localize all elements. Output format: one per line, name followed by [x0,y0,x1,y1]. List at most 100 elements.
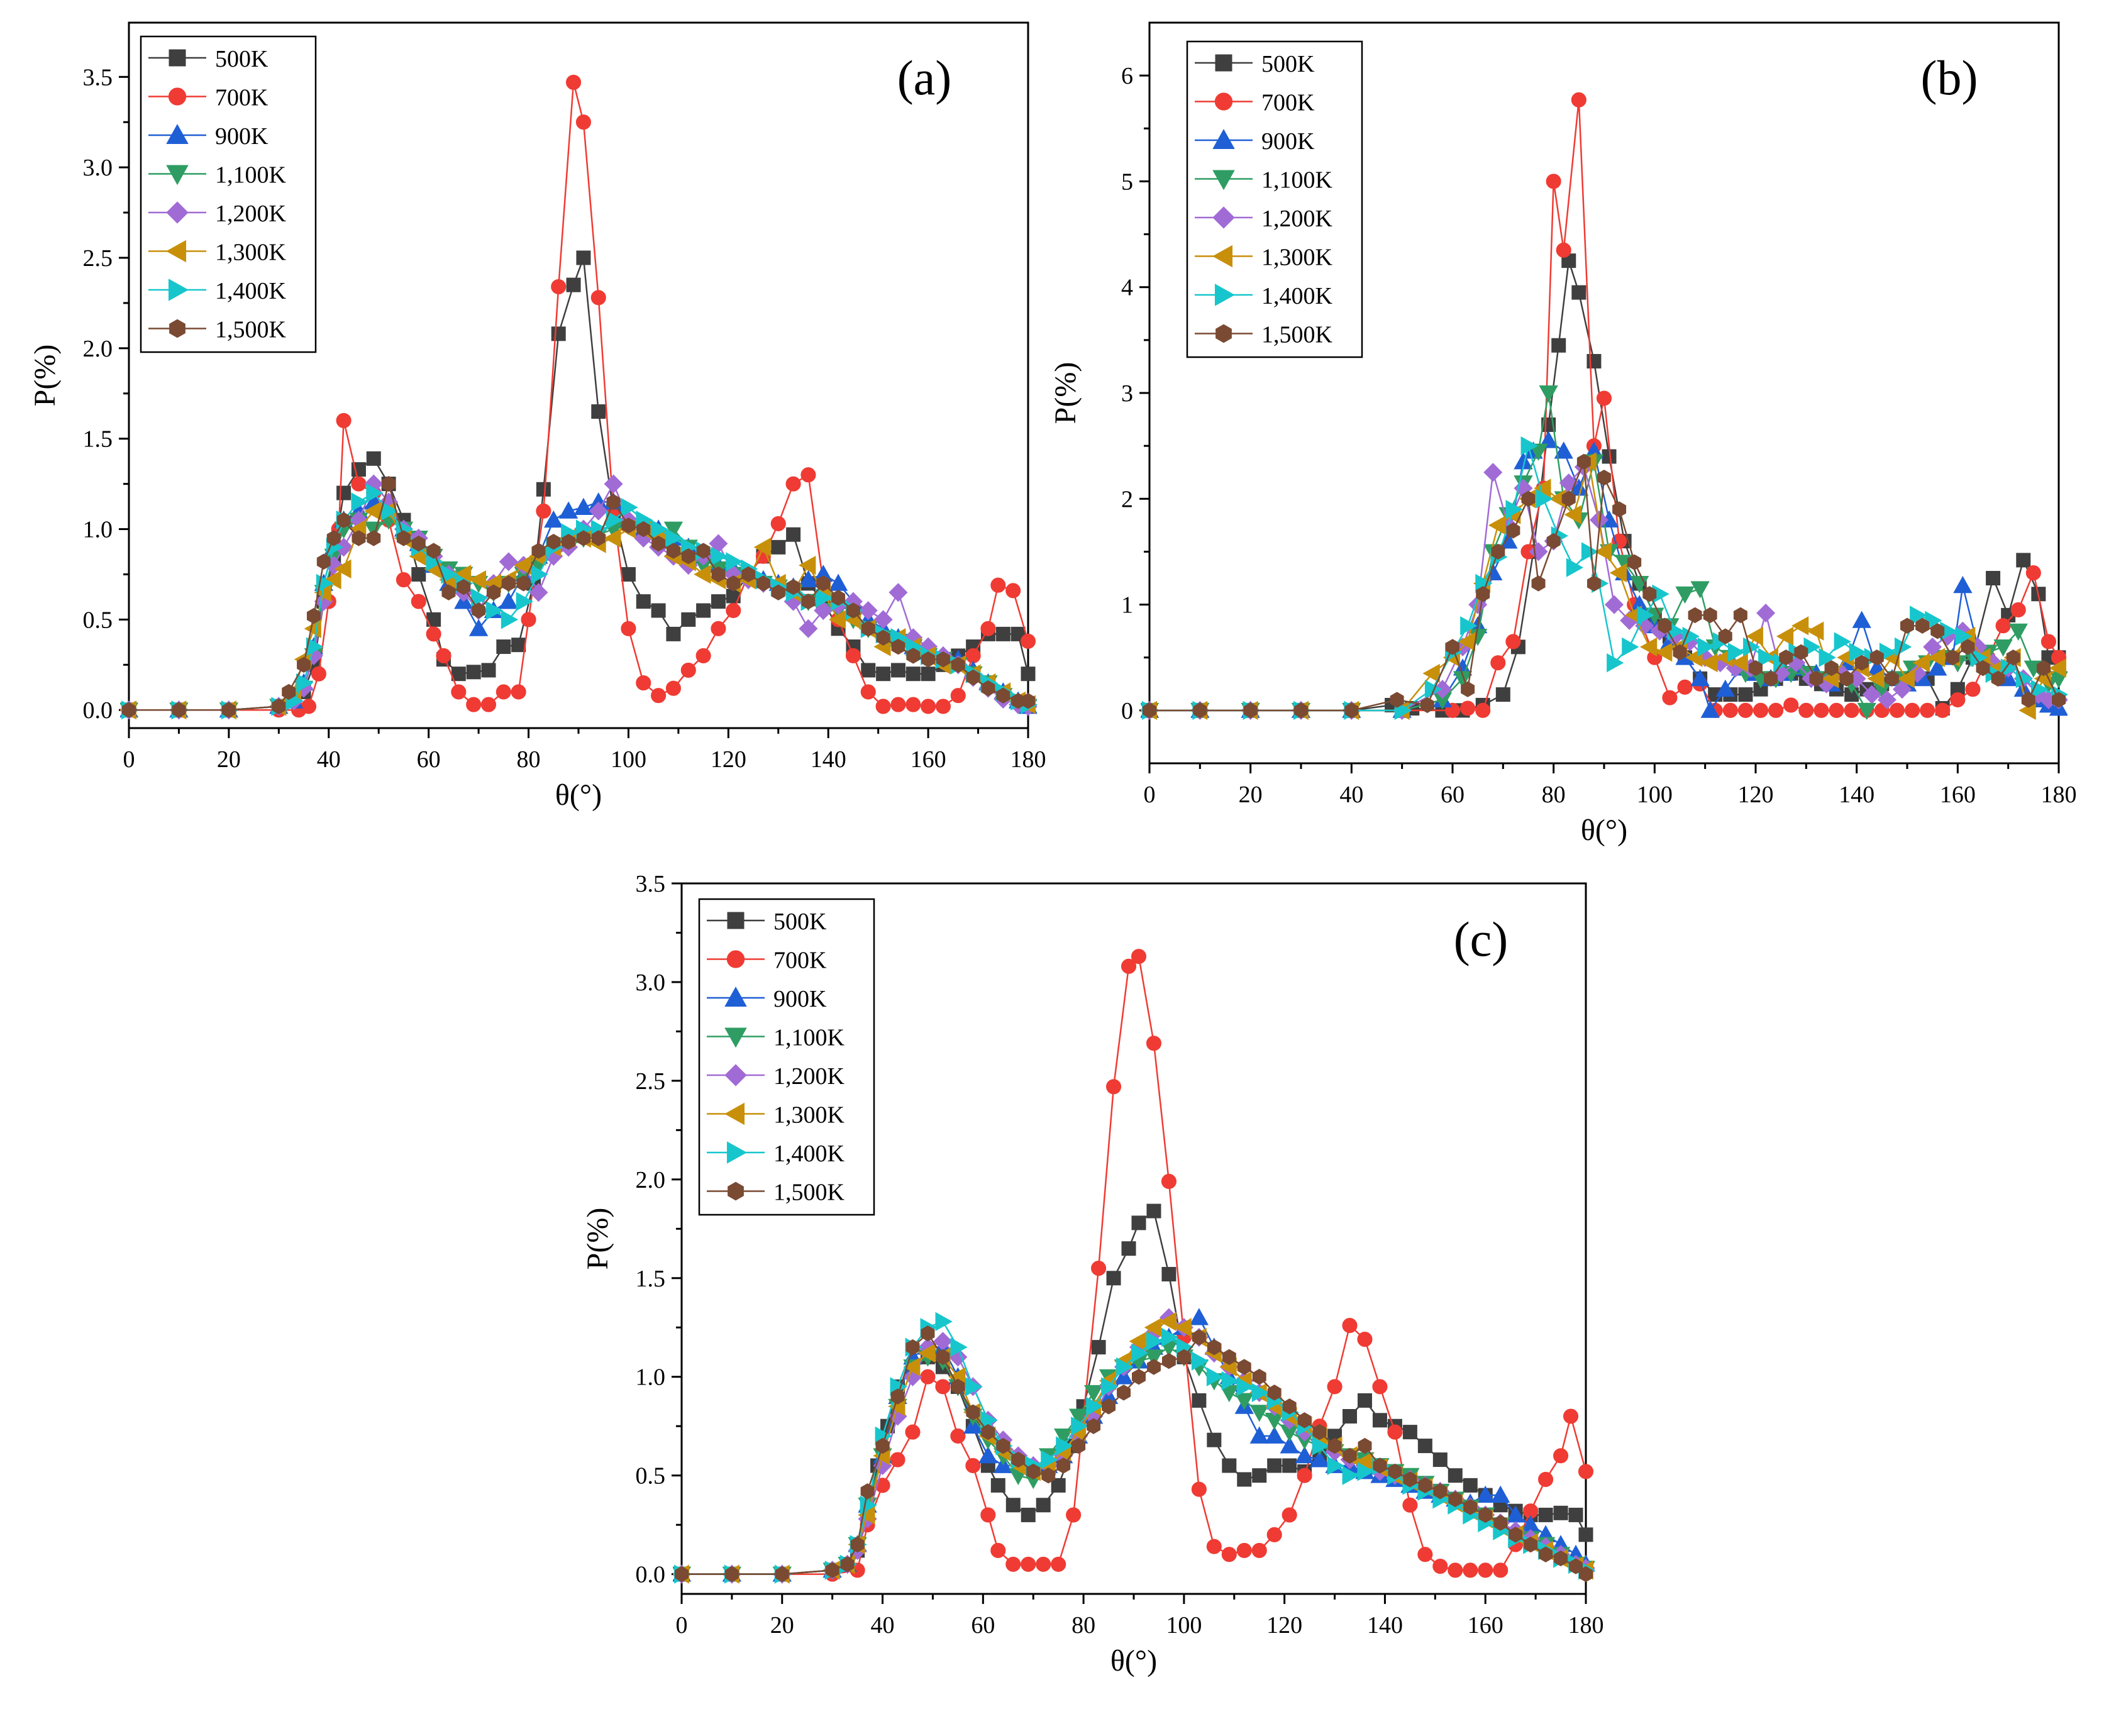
data-point [1222,1458,1237,1473]
y-tick-label: 1.0 [83,517,113,543]
data-point [1578,1464,1594,1479]
data-point [1342,1318,1358,1334]
data-point [1509,1527,1523,1543]
y-tick-label: 2.0 [636,1167,666,1193]
data-point [1697,637,1715,657]
data-point [1556,242,1571,258]
data-point [1087,1418,1101,1434]
x-tick-label: 180 [1568,1612,1604,1639]
data-point [1020,633,1036,649]
series-1500K [675,1325,1593,1583]
y-tick-label: 0.5 [636,1463,666,1490]
data-point [1809,670,1824,687]
data-point [562,533,576,550]
data-point [1495,687,1510,702]
legend-label: 500K [773,909,827,935]
data-point [1402,1497,1418,1513]
data-point [336,512,351,528]
data-point [1144,1349,1164,1367]
data-point [965,1377,983,1396]
data-point [296,673,314,693]
data-point [364,521,384,539]
data-point [1266,1527,1282,1542]
y-tick-label: 3.0 [636,970,666,996]
series-1500K [122,475,1035,718]
x-tick-label: 80 [517,746,541,773]
data-point [1265,1426,1284,1444]
data-point [1249,1405,1269,1422]
data-point [1995,618,2011,634]
data-point [1297,1412,1312,1429]
data-point [366,483,384,503]
data-point [1867,669,1885,688]
data-point [1476,586,1490,602]
data-point [651,519,668,539]
data-point [966,669,980,686]
data-point [1554,441,1573,459]
data-point [1221,1371,1239,1391]
data-point [1622,637,1639,657]
legend-marker [166,124,189,145]
data-point [436,648,451,663]
data-point [726,575,741,592]
data-point [1357,1462,1375,1481]
data-point [695,648,711,663]
data-point [1448,1562,1463,1578]
data-point [1417,1439,1432,1454]
data-point [1448,1491,1463,1508]
data-point [382,475,396,492]
data-point [1612,501,1627,517]
data-point [1132,1369,1146,1385]
legend: 500K 700K 900K 1,100K 1,200K 1,300K 1,400K 1,50… [140,35,317,353]
series-group [1141,92,2068,721]
data-point [891,638,905,655]
y-tick-label: 1.5 [83,426,113,453]
data-point [1506,522,1520,539]
data-point [906,648,921,664]
data-point [1432,1559,1448,1574]
data-point [1819,648,1836,667]
data-point [876,666,891,682]
x-axis-label: θ(°) [1581,814,1627,847]
data-point [1642,586,1657,602]
data-point [1553,1505,1568,1520]
data-point [1733,607,1747,624]
data-point [1955,626,1973,646]
data-point [711,566,726,583]
data-point [978,1446,998,1464]
data-point [499,552,518,572]
data-point [1531,575,1546,592]
x-tick-label: 100 [1166,1612,1202,1639]
data-point [272,698,286,715]
data-point [1829,702,1844,718]
data-point [921,1325,935,1342]
legend-marker [724,1027,747,1048]
data-point [529,583,548,602]
data-point [516,575,531,592]
data-point [799,555,816,575]
data-point [1418,1477,1432,1494]
data-point [576,250,591,265]
data-point [1206,1367,1224,1386]
data-point [326,530,341,546]
data-point [666,543,680,559]
data-point [1703,607,1717,624]
y-tick-label: 2.5 [83,245,113,272]
legend-label: 1,500K [1261,322,1333,348]
data-point [840,1556,855,1573]
data-point [411,535,426,552]
data-point [1373,1457,1387,1474]
data-point [466,665,481,680]
legend: 500K 700K 900K 1,100K 1,200K 1,300K 1,400K 1,50… [698,898,875,1216]
data-point [1839,670,1854,687]
data-point [1807,621,1824,641]
data-point [1101,1377,1119,1396]
data-point [636,594,651,609]
data-point [1206,1539,1222,1554]
data-point [1493,1515,1508,1531]
x-tick-label: 0 [676,1612,688,1639]
data-point [1690,581,1710,599]
data-point [1021,693,1035,709]
data-point [1758,648,1776,667]
